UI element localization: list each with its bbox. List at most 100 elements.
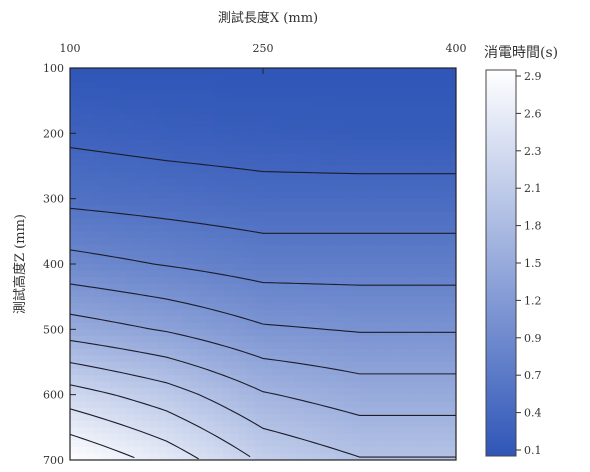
heatmap-cell (343, 146, 353, 154)
heatmap-cell (126, 211, 135, 219)
heatmap-cell (383, 329, 393, 337)
heatmap-cell (254, 296, 264, 304)
heatmap-cell (238, 316, 248, 324)
heatmap-cell (142, 277, 152, 285)
heatmap-cell (182, 100, 192, 108)
colorbar (485, 69, 517, 457)
heatmap-cell (287, 342, 296, 350)
heatmap-cell (78, 420, 87, 428)
heatmap-cell (158, 414, 168, 422)
heatmap-cell (375, 335, 385, 343)
heatmap-cell (399, 224, 409, 232)
heatmap-cell (391, 179, 401, 187)
heatmap-cell (158, 277, 168, 285)
heatmap-cell (166, 453, 176, 460)
heatmap-cell (303, 218, 312, 226)
heatmap-cell (102, 198, 111, 206)
heatmap-cell (279, 120, 288, 128)
heatmap-cell (206, 309, 216, 317)
heatmap-cell (287, 420, 296, 428)
heatmap-cell (335, 68, 345, 76)
heatmap-cell (319, 139, 328, 147)
heatmap-cell (279, 362, 288, 370)
heatmap-cell (198, 159, 208, 167)
heatmap-cell (335, 139, 345, 147)
heatmap-cell (279, 355, 288, 363)
heatmap-cell (214, 290, 224, 298)
heatmap-cell (150, 120, 160, 128)
heatmap-cell (214, 133, 224, 141)
heatmap-cell (335, 440, 345, 448)
heatmap-cell (439, 185, 449, 193)
heatmap-cell (263, 394, 272, 402)
heatmap-cell (359, 316, 369, 324)
heatmap-cell (150, 375, 160, 383)
heatmap-cell (238, 368, 248, 376)
heatmap-cell (415, 381, 425, 389)
heatmap-cell (246, 388, 256, 396)
heatmap-cell (367, 179, 377, 187)
heatmap-cell (198, 316, 208, 324)
heatmap-cell (287, 362, 296, 370)
heatmap-cell (206, 211, 216, 219)
heatmap-cell (102, 303, 111, 311)
heatmap-cell (166, 401, 176, 409)
heatmap-cell (78, 322, 87, 330)
heatmap-cell (158, 401, 168, 409)
heatmap-cell (383, 270, 393, 278)
heatmap-cell (311, 146, 320, 154)
heatmap-cell (118, 407, 127, 415)
heatmap-cell (94, 342, 103, 350)
heatmap-cell (86, 335, 95, 343)
heatmap-cell (222, 224, 232, 232)
heatmap-cell (423, 381, 433, 389)
heatmap-cell (150, 244, 160, 252)
heatmap-cell (335, 322, 345, 330)
heatmap-cell (254, 68, 264, 76)
heatmap-cell (150, 133, 160, 141)
heatmap-cell (94, 270, 103, 278)
heatmap-cell (222, 264, 232, 272)
heatmap-cell (327, 146, 336, 154)
heatmap-cell (335, 348, 345, 357)
heatmap-cell (222, 348, 232, 357)
heatmap-cell (246, 185, 256, 193)
heatmap-cell (134, 166, 143, 174)
colorbar-tick-label: 0.7 (524, 369, 542, 382)
heatmap-cell (447, 322, 456, 330)
contour-line (70, 408, 199, 460)
heatmap-cell (271, 166, 280, 174)
heatmap-cell (206, 348, 216, 357)
heatmap-cell (102, 322, 111, 330)
heatmap-cell (222, 231, 232, 239)
heatmap-cell (246, 224, 256, 232)
heatmap-cell (383, 283, 393, 291)
heatmap-cell (399, 159, 409, 167)
heatmap-cell (335, 277, 345, 285)
heatmap-cell (126, 270, 135, 278)
heatmap-cell (351, 68, 361, 76)
heatmap-cell (166, 179, 176, 187)
heatmap-cell (174, 303, 184, 311)
heatmap-cell (134, 446, 143, 455)
heatmap-cell (303, 126, 312, 134)
heatmap-cell (319, 166, 328, 174)
heatmap-cell (142, 113, 152, 121)
heatmap-cell (182, 146, 192, 154)
heatmap-cell (214, 322, 224, 330)
heatmap-cell (415, 94, 425, 102)
heatmap-cell (94, 146, 103, 154)
heatmap-cell (423, 94, 433, 102)
heatmap-cell (351, 446, 361, 455)
heatmap-cell (230, 355, 240, 363)
heatmap-cell (158, 420, 168, 428)
heatmap-cell (287, 401, 296, 409)
heatmap-cell (319, 316, 328, 324)
heatmap-cell (303, 342, 312, 350)
heatmap-cell (375, 342, 385, 350)
heatmap-cell (174, 270, 184, 278)
heatmap-cell (198, 388, 208, 396)
heatmap-cell (359, 446, 369, 455)
heatmap-cell (182, 368, 192, 376)
heatmap-cell (118, 375, 127, 383)
